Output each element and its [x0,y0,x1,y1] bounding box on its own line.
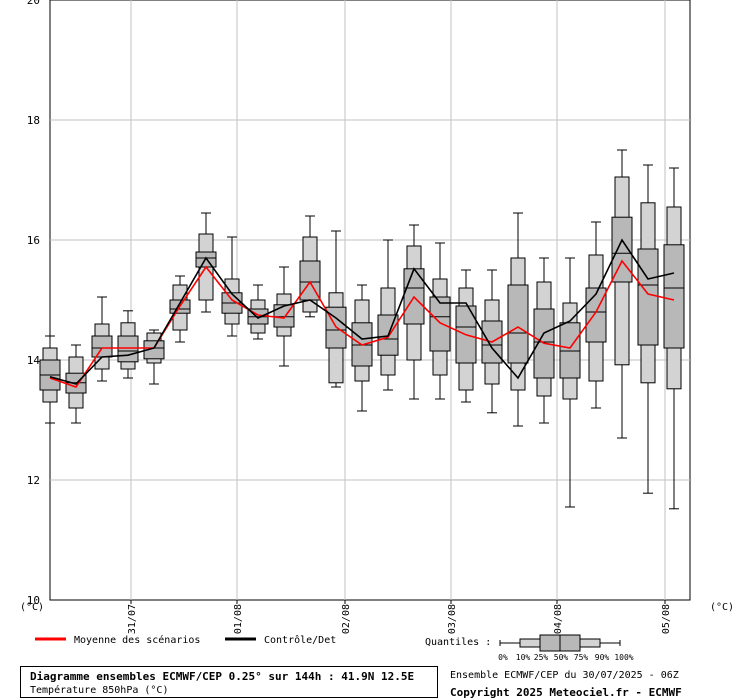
legend-quantile-tick: 10% [516,653,531,662]
box-p25-p75 [585,287,607,343]
boxplot-step [559,257,581,508]
box-p25-p75 [117,335,139,363]
box-p25-p75 [637,248,659,346]
legend-quantile-tick: 75% [574,653,589,662]
x-tick-label: 02/08 [341,604,352,634]
box-p25-p75 [507,284,529,364]
plot-area [49,0,691,601]
diagram-title: Diagramme ensembles ECMWF/CEP 0.25° sur … [30,670,415,683]
run-info: Ensemble ECMWF/CEP du 30/07/2025 - 06Z [450,670,679,681]
info-box: Diagramme ensembles ECMWF/CEP 0.25° sur … [20,666,438,698]
boxplot-step [663,167,685,510]
y-tick-label: 16 [27,234,40,247]
box-p25-p75 [429,296,451,352]
x-tick-label: 31/07 [127,604,138,634]
box-p25-p75 [559,322,581,379]
x-tick-label: 05/08 [661,604,672,634]
control-line [49,238,675,385]
y-unit-label-left: (°C) [20,602,44,613]
x-tick-label: 04/08 [553,604,564,634]
y-axis-ticks: 10 12 14 16 18 20 [27,0,41,607]
box-p25-p75 [91,335,113,358]
legend-quantile-tick: 50% [554,653,569,662]
x-axis-ticks: 31/07 01/08 02/08 03/08 04/08 05/08 [127,600,672,634]
legend: Moyenne des scénarios Contrôle/Det Quant… [35,634,634,662]
y-tick-label: 20 [27,0,40,7]
box-p25-p75 [143,340,165,360]
legend-quantile-tick: 90% [595,653,610,662]
legend-quantiles-label: Quantiles : [425,637,491,648]
legend-quantile-tick: 100% [614,653,633,662]
legend-control-label: Contrôle/Det [264,634,336,646]
box-p25-p75 [611,216,633,283]
variable-label: Température 850hPa (°C) [30,685,169,696]
boxplot-step [507,212,529,427]
x-tick-label: 03/08 [447,604,458,634]
x-tick-label: 01/08 [233,604,244,634]
legend-quantile-ticks: 0% 10% 25% 50% 75% 90% 100% [498,653,634,662]
y-tick-label: 14 [27,354,41,367]
y-tick-label: 18 [27,114,40,127]
y-tick-label: 12 [27,474,40,487]
legend-quantile-box [499,634,621,652]
boxplot-step [39,335,61,424]
box-p25-p75 [663,244,685,349]
y-tick-label: 10 [27,594,40,607]
legend-mean-label: Moyenne des scénarios [74,634,200,646]
legend-quantile-tick: 0% [498,653,508,662]
y-unit-label-right: (°C) [710,602,734,613]
copyright: Copyright 2025 Meteociel.fr - ECMWF [450,686,682,699]
legend-quantile-tick: 25% [534,653,549,662]
